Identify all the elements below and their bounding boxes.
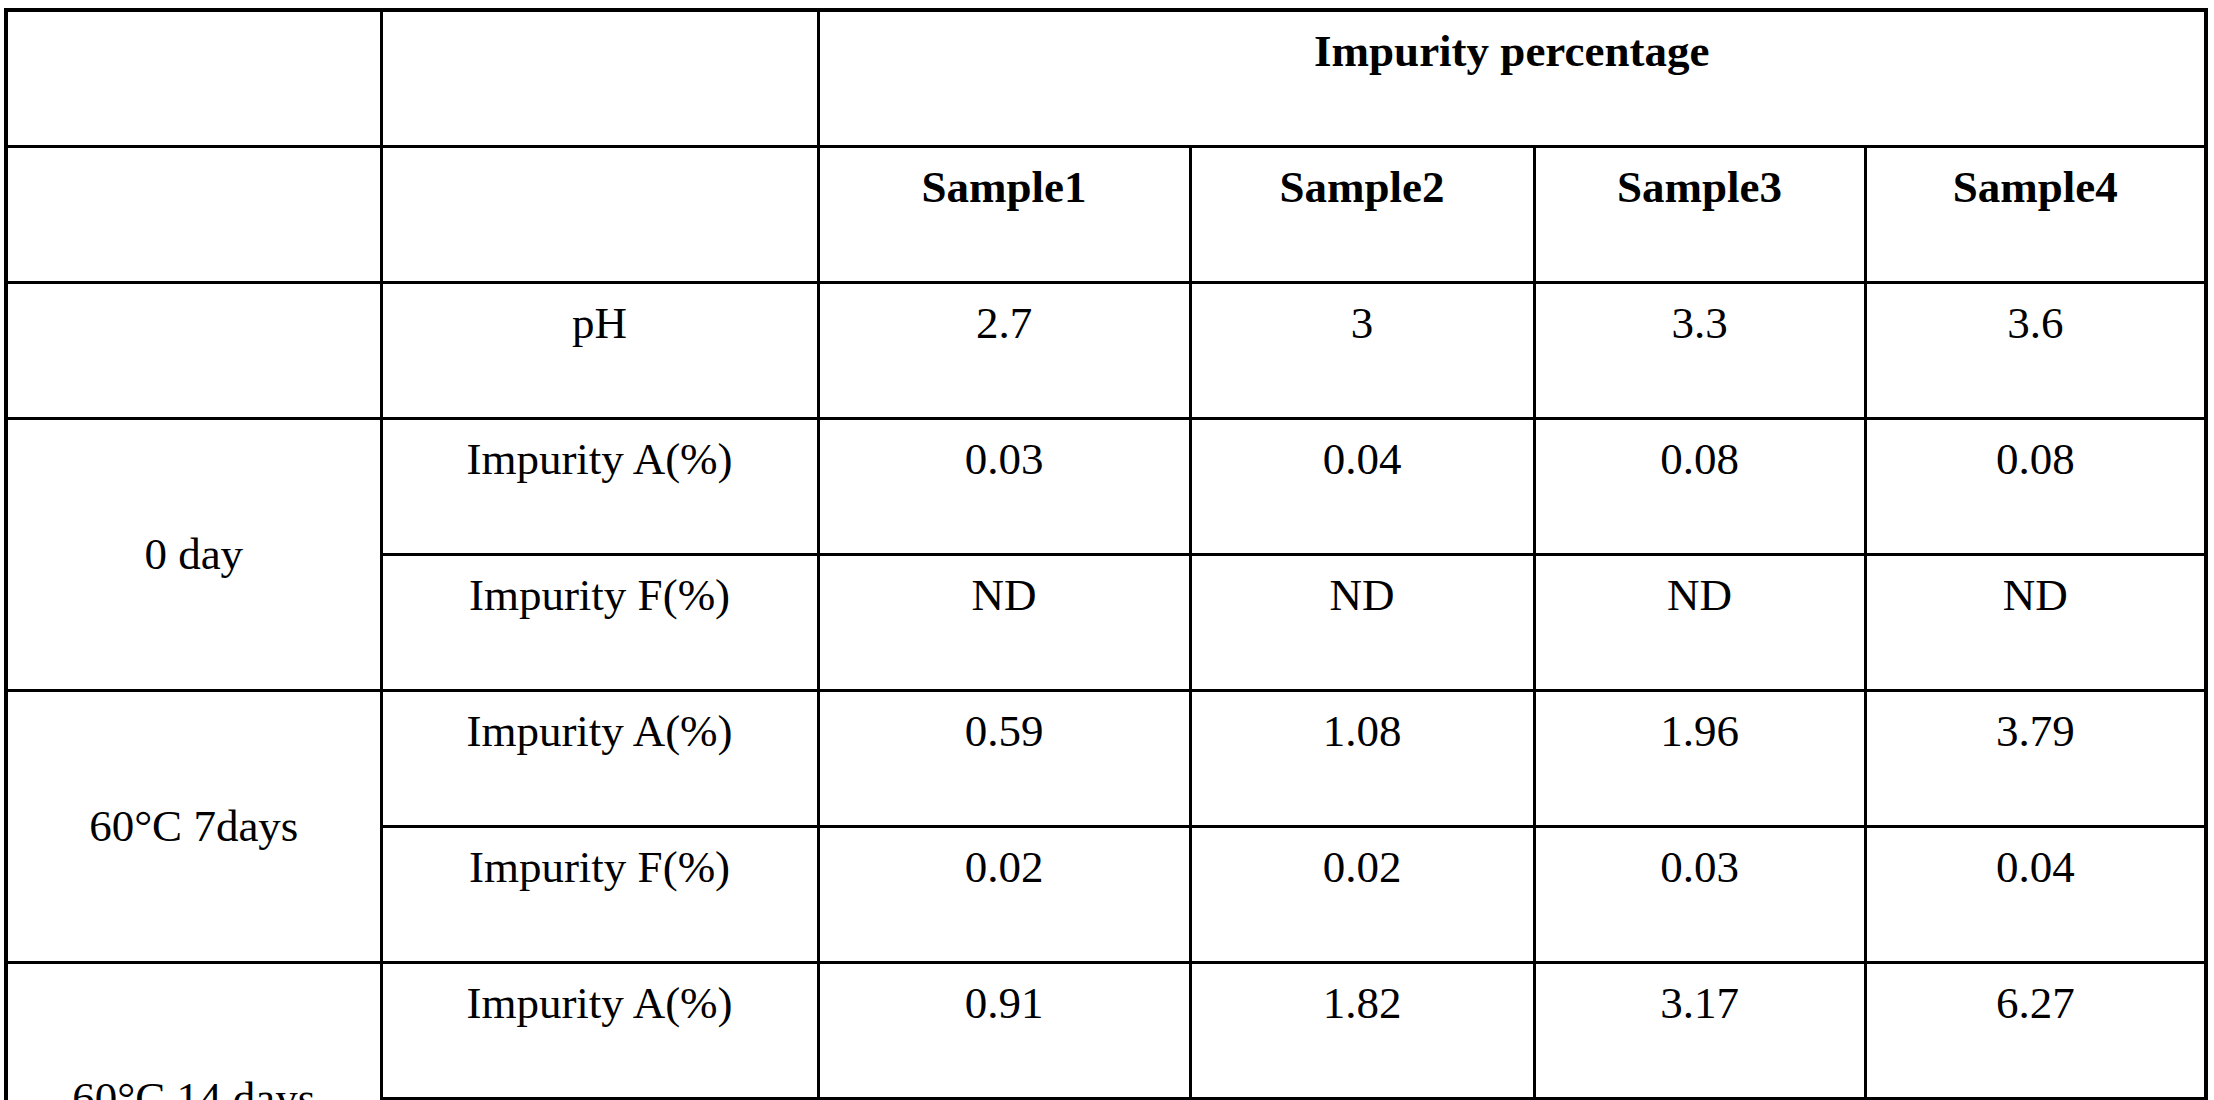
table-row: Sample1 Sample2 Sample3 Sample4 [6, 147, 2206, 283]
value-0day-impurity-a-sample4: 0.08 [1865, 419, 2206, 555]
value-14days-impurity-a-sample3: 3.17 [1534, 963, 1865, 1099]
value-7days-impurity-a-sample4: 3.79 [1865, 691, 2206, 827]
value-0day-impurity-f-sample3: ND [1534, 555, 1865, 691]
empty-cell-samples-label-col [381, 147, 818, 283]
value-14days-impurity-a-sample4: 6.27 [1865, 963, 2206, 1099]
row-label-7days-impurity-a: Impurity A(%) [381, 691, 818, 827]
value-0day-impurity-a-sample2: 0.04 [1190, 419, 1534, 555]
value-14days-impurity-a-sample2: 1.82 [1190, 963, 1534, 1099]
table-row: pH 2.7 3 3.3 3.6 [6, 283, 2206, 419]
value-ph-sample3: 3.3 [1534, 283, 1865, 419]
value-7days-impurity-f-sample1: 0.02 [818, 827, 1190, 963]
row-label-7days-impurity-f: Impurity F(%) [381, 827, 818, 963]
value-ph-sample1: 2.7 [818, 283, 1190, 419]
group-label-60c-14-days: 60°C 14 days [6, 963, 381, 1100]
column-group-header-impurity-percentage: Impurity percentage [818, 10, 2206, 147]
empty-cell-top-left [6, 10, 381, 147]
impurity-percentage-table: Impurity percentage Sample1 Sample2 Samp… [4, 8, 2208, 1100]
column-header-sample2: Sample2 [1190, 147, 1534, 283]
value-7days-impurity-f-sample2: 0.02 [1190, 827, 1534, 963]
value-7days-impurity-f-sample3: 0.03 [1534, 827, 1865, 963]
table-row: 0 day Impurity A(%) 0.03 0.04 0.08 0.08 [6, 419, 2206, 555]
row-label-14days-impurity-a: Impurity A(%) [381, 963, 818, 1099]
group-label-60c-7days: 60°C 7days [6, 691, 381, 963]
value-7days-impurity-f-sample4: 0.04 [1865, 827, 2206, 963]
column-header-sample3: Sample3 [1534, 147, 1865, 283]
row-label-0day-impurity-f: Impurity F(%) [381, 555, 818, 691]
value-7days-impurity-a-sample1: 0.59 [818, 691, 1190, 827]
column-header-sample1: Sample1 [818, 147, 1190, 283]
value-7days-impurity-a-sample2: 1.08 [1190, 691, 1534, 827]
group-label-0-day: 0 day [6, 419, 381, 691]
value-0day-impurity-a-sample1: 0.03 [818, 419, 1190, 555]
value-7days-impurity-a-sample3: 1.96 [1534, 691, 1865, 827]
table-row: Impurity percentage [6, 10, 2206, 147]
column-header-sample4: Sample4 [1865, 147, 2206, 283]
table-row: 60°C 14 days Impurity A(%) 0.91 1.82 3.1… [6, 963, 2206, 1099]
empty-cell-ph-group [6, 283, 381, 419]
empty-cell-samples-left [6, 147, 381, 283]
value-14days-impurity-a-sample1: 0.91 [818, 963, 1190, 1099]
value-ph-sample4: 3.6 [1865, 283, 2206, 419]
value-0day-impurity-f-sample2: ND [1190, 555, 1534, 691]
table-row: 60°C 7days Impurity A(%) 0.59 1.08 1.96 … [6, 691, 2206, 827]
value-ph-sample2: 3 [1190, 283, 1534, 419]
row-label-ph: pH [381, 283, 818, 419]
row-label-0day-impurity-a: Impurity A(%) [381, 419, 818, 555]
empty-cell-top-label-col [381, 10, 818, 147]
value-0day-impurity-f-sample1: ND [818, 555, 1190, 691]
value-0day-impurity-f-sample4: ND [1865, 555, 2206, 691]
value-0day-impurity-a-sample3: 0.08 [1534, 419, 1865, 555]
